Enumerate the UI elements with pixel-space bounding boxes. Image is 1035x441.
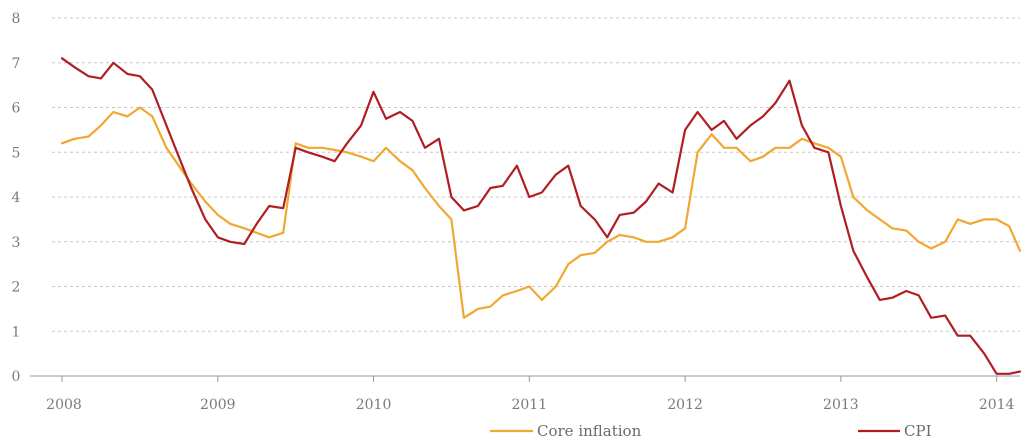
x-axis bbox=[30, 375, 1020, 382]
legend: Core inflation CPI bbox=[490, 422, 932, 440]
series-line-core-inflation bbox=[60, 106, 1022, 319]
series-lines bbox=[60, 57, 1022, 375]
legend-label: Core inflation bbox=[537, 422, 642, 440]
y-axis-ticks: 0 1 2 3 4 5 6 7 8 bbox=[12, 11, 21, 385]
x-tick-label: 2010 bbox=[356, 397, 392, 413]
gridlines bbox=[52, 17, 1020, 332]
series-line-cpi bbox=[60, 57, 1022, 375]
y-tick-label: 3 bbox=[12, 235, 21, 251]
x-axis-ticks: 2008 2009 2010 2011 2012 2013 2014 bbox=[46, 397, 1014, 413]
y-tick-label: 5 bbox=[12, 145, 21, 161]
y-tick-label: 6 bbox=[12, 101, 21, 117]
x-tick-label: 2011 bbox=[511, 397, 547, 413]
y-tick-label: 7 bbox=[12, 56, 21, 72]
legend-label: CPI bbox=[904, 422, 932, 440]
y-tick-label: 1 bbox=[12, 324, 21, 340]
y-tick-label: 2 bbox=[12, 280, 21, 296]
x-tick-label: 2008 bbox=[46, 397, 82, 413]
y-tick-label: 4 bbox=[12, 190, 21, 206]
x-tick-label: 2009 bbox=[200, 397, 236, 413]
x-tick-label: 2012 bbox=[667, 397, 703, 413]
x-tick-label: 2014 bbox=[979, 397, 1015, 413]
x-tick-label: 2013 bbox=[823, 397, 859, 413]
y-tick-label: 0 bbox=[12, 369, 21, 385]
y-tick-label: 8 bbox=[12, 11, 21, 27]
